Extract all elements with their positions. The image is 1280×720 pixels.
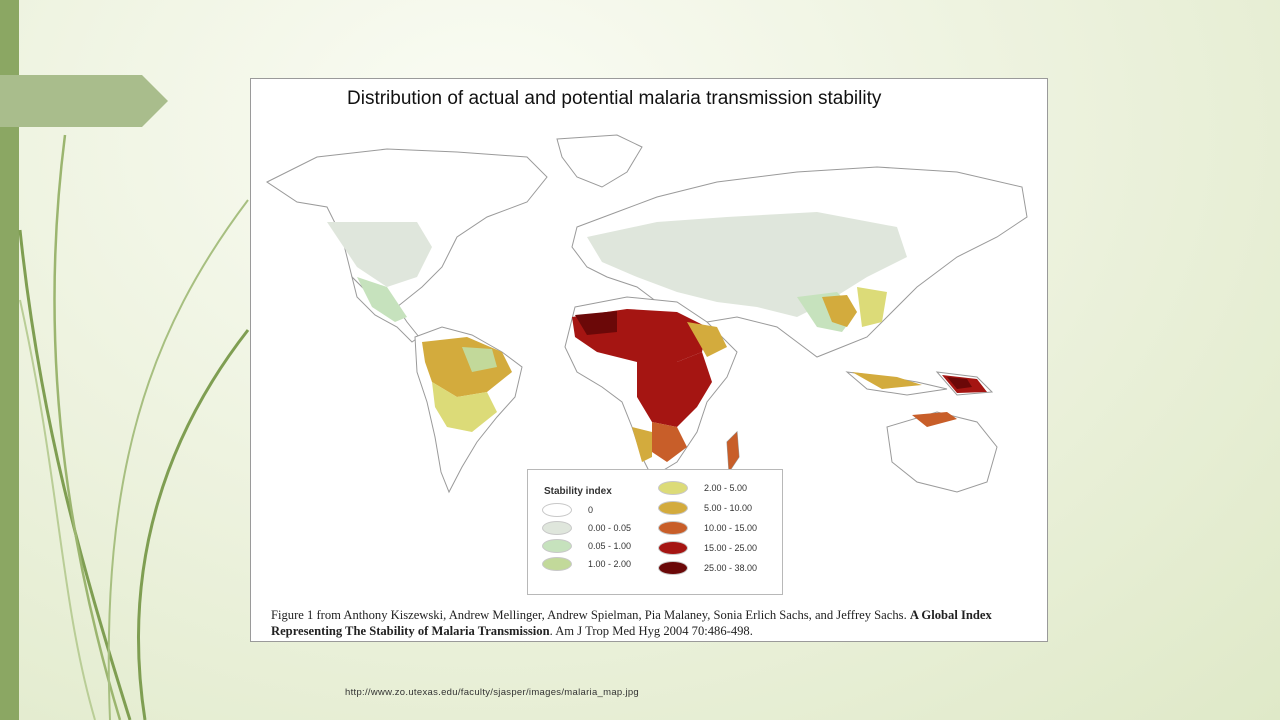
- caption-authors: Figure 1 from Anthony Kiszewski, Andrew …: [271, 608, 907, 622]
- figure-caption: Figure 1 from Anthony Kiszewski, Andrew …: [271, 607, 1031, 639]
- legend-item: 25.00 - 38.00: [658, 560, 757, 576]
- legend-label: 5.00 - 10.00: [704, 503, 753, 513]
- legend-item: 1.00 - 2.00: [542, 556, 631, 572]
- decorative-fronds: [18, 134, 250, 720]
- world-map: [266, 134, 1028, 494]
- legend-swatch: [658, 501, 688, 515]
- legend-item: 0.05 - 1.00: [542, 538, 631, 554]
- greenland: [556, 134, 643, 188]
- left-accent-bar: [0, 0, 19, 720]
- legend-swatch: [658, 521, 688, 535]
- legend-swatch: [542, 557, 572, 571]
- caption-article-title: A Global Index Representing The Stabilit…: [271, 608, 992, 638]
- legend-swatch: [658, 561, 688, 575]
- legend-label: 0: [588, 505, 594, 515]
- legend-label: 10.00 - 15.00: [704, 523, 758, 533]
- legend-item: 10.00 - 15.00: [658, 520, 757, 536]
- legend-item: 0: [542, 502, 593, 518]
- malaria-figure: Distribution of actual and potential mal…: [250, 78, 1048, 642]
- legend-item: 15.00 - 25.00: [658, 540, 757, 556]
- legend-swatch: [542, 539, 572, 553]
- figure-title: Distribution of actual and potential mal…: [347, 88, 882, 109]
- legend-title: Stability index: [544, 486, 612, 497]
- legend-swatch: [658, 481, 688, 495]
- legend-item: 2.00 - 5.00: [658, 480, 747, 496]
- legend: Stability index 0 0.00 - 0.05 0.05 - 1.0…: [527, 469, 783, 595]
- legend-swatch: [542, 521, 572, 535]
- legend-label: 0.00 - 0.05: [588, 523, 632, 533]
- australia: [886, 411, 998, 493]
- caption-citation: . Am J Trop Med Hyg 2004 70:486-498.: [549, 624, 753, 638]
- legend-item: 0.00 - 0.05: [542, 520, 631, 536]
- legend-swatch: [542, 503, 572, 517]
- legend-label: 0.05 - 1.00: [588, 541, 632, 551]
- legend-item: 5.00 - 10.00: [658, 500, 752, 516]
- legend-label: 2.00 - 5.00: [704, 483, 748, 493]
- title-tab-arrow: [0, 75, 168, 127]
- source-url[interactable]: http://www.zo.utexas.edu/faculty/sjasper…: [345, 687, 640, 698]
- legend-label: 1.00 - 2.00: [588, 559, 632, 569]
- legend-label: 25.00 - 38.00: [704, 563, 758, 573]
- legend-swatch: [658, 541, 688, 555]
- legend-label: 15.00 - 25.00: [704, 543, 758, 553]
